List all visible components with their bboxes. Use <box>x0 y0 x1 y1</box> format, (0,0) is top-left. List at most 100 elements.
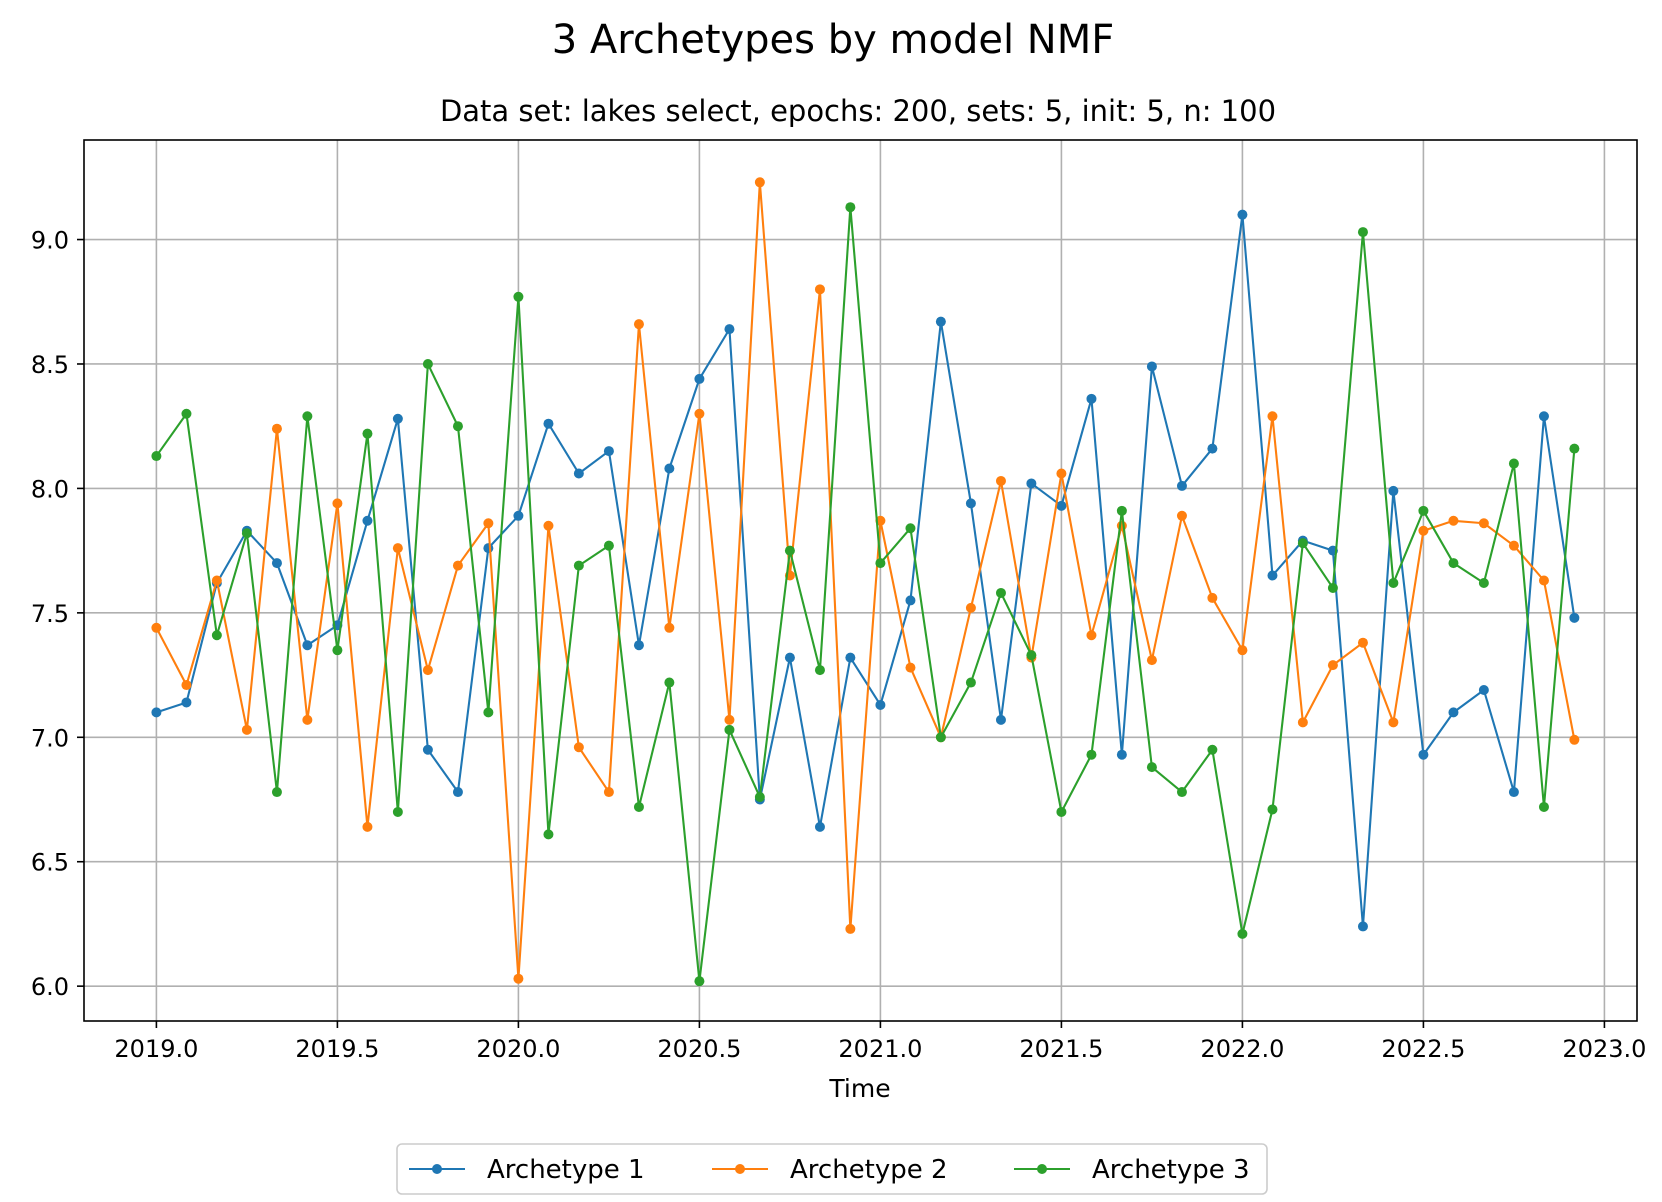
data-point <box>1207 443 1218 454</box>
data-point <box>965 602 976 613</box>
data-point <box>151 707 162 718</box>
data-point <box>694 408 705 419</box>
data-point <box>573 742 584 753</box>
data-point <box>845 652 856 663</box>
data-point <box>1357 637 1368 648</box>
data-point <box>543 418 554 429</box>
data-point <box>1357 227 1368 238</box>
data-point <box>1418 525 1429 536</box>
data-point <box>1538 801 1549 812</box>
data-point <box>784 652 795 663</box>
data-point <box>965 677 976 688</box>
data-point <box>1207 592 1218 603</box>
data-point <box>452 560 463 571</box>
data-point <box>513 973 524 984</box>
legend-label: Archetype 3 <box>1092 1155 1250 1185</box>
data-point <box>271 423 282 434</box>
series-archetype-3 <box>151 202 1580 987</box>
data-point <box>362 515 373 526</box>
data-point <box>935 732 946 743</box>
data-point <box>422 665 433 676</box>
chart-title: 3 Archetypes by model NMF <box>552 17 1114 63</box>
series-line <box>155 206 1576 983</box>
legend-entry-1: Archetype 1 <box>409 1155 645 1185</box>
data-point <box>573 468 584 479</box>
data-point <box>1267 804 1278 815</box>
legend-entries: Archetype 1 Archetype 2 Archetype 3 <box>409 1155 1250 1185</box>
series-line <box>156 213 1576 928</box>
data-point <box>241 724 252 735</box>
data-point <box>1418 505 1429 516</box>
data-point <box>845 202 856 213</box>
data-point <box>664 622 675 633</box>
chart-subtitle: Data set: lakes select, epochs: 200, set… <box>440 94 1276 128</box>
data-point <box>302 640 313 651</box>
data-point <box>1297 717 1308 728</box>
legend-label: Archetype 1 <box>487 1155 645 1185</box>
data-point <box>483 707 494 718</box>
data-point <box>784 545 795 556</box>
legend-entry-3: Archetype 3 <box>1014 1155 1250 1185</box>
data-point <box>1267 411 1278 422</box>
data-point <box>754 792 765 803</box>
data-point <box>1569 612 1580 623</box>
legend: Archetype 1 Archetype 2 Archetype 3 <box>396 1143 1268 1195</box>
data-point <box>362 428 373 439</box>
data-point <box>181 680 192 691</box>
data-point <box>1056 468 1067 479</box>
data-point <box>633 640 644 651</box>
data-point <box>1086 749 1097 760</box>
y-tick-label: 8.5 <box>31 351 69 379</box>
data-point <box>1508 458 1519 469</box>
data-point <box>241 528 252 539</box>
data-point <box>1327 582 1338 593</box>
data-point <box>1478 577 1489 588</box>
data-point <box>845 923 856 934</box>
y-tick-label: 6.5 <box>31 849 69 877</box>
x-tick-label: 2020.5 <box>657 1035 741 1063</box>
data-point <box>1448 515 1459 526</box>
data-point <box>483 543 494 554</box>
data-point <box>814 821 825 832</box>
data-point <box>1116 520 1127 531</box>
y-tick-label: 6.0 <box>31 973 69 1001</box>
data-point <box>965 498 976 509</box>
data-point <box>694 976 705 987</box>
x-tick-label: 2019.0 <box>114 1035 198 1063</box>
data-point <box>1207 744 1218 755</box>
data-point <box>724 324 735 335</box>
data-point <box>664 677 675 688</box>
data-point <box>905 595 916 606</box>
data-point <box>754 177 765 188</box>
data-point <box>603 787 614 798</box>
data-point <box>1237 645 1248 656</box>
series-lines <box>151 177 1580 987</box>
grid <box>84 140 1637 1021</box>
data-point <box>814 665 825 676</box>
x-tick-label: 2022.5 <box>1381 1035 1465 1063</box>
data-point <box>1448 558 1459 569</box>
data-point <box>1478 685 1489 695</box>
data-point <box>905 523 916 534</box>
data-point <box>935 316 946 327</box>
legend-marker <box>1037 1164 1047 1174</box>
data-point <box>211 630 222 641</box>
plot-frame <box>83 139 1638 1022</box>
legend-marker <box>735 1164 745 1174</box>
data-point <box>1357 921 1368 932</box>
series-line <box>155 181 1576 980</box>
x-tick-label: 2022.0 <box>1200 1035 1284 1063</box>
data-point <box>1116 749 1127 760</box>
data-point <box>1056 500 1067 511</box>
data-point <box>1026 478 1037 489</box>
data-point <box>875 699 886 710</box>
data-point <box>181 697 192 708</box>
data-point <box>1176 510 1187 521</box>
data-point <box>1388 485 1399 496</box>
data-point <box>875 558 886 569</box>
data-point <box>543 829 554 840</box>
data-point <box>513 510 524 521</box>
data-point <box>1569 443 1580 454</box>
data-point <box>422 744 433 755</box>
